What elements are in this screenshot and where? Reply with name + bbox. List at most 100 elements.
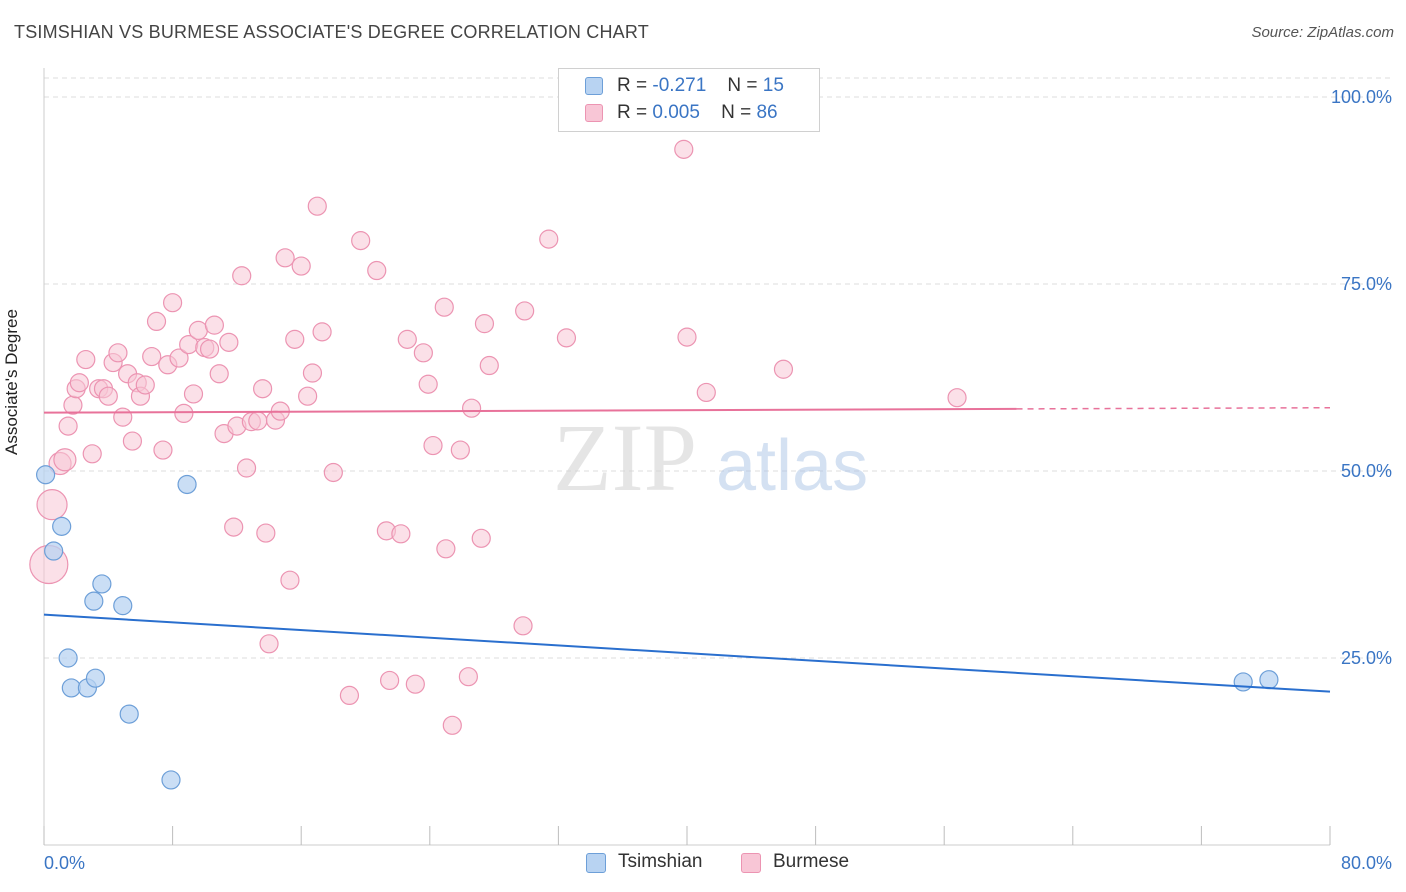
tsimshian-point [1233,672,1253,692]
burmese-point [696,382,716,403]
tsimshian-point [61,678,81,698]
burmese-point [122,431,143,451]
burmese-point [461,398,482,418]
burmese-point [58,416,78,436]
burmese-point [224,517,244,537]
legend-r-label: R = [617,75,648,96]
y-tick-label: 25.0% [1341,648,1392,668]
tick-labels: 100.0% 75.0% 50.0% 25.0% 0.0% 80.0% [44,87,1392,873]
burmese-point [199,339,220,359]
burmese-point [248,411,268,431]
burmese-point [142,346,162,367]
axes [43,68,1331,846]
burmese-point [351,231,371,251]
burmese-point [291,256,311,276]
burmese-point [53,448,77,472]
burmese-point [323,462,343,483]
burmese-points [29,139,967,735]
burmese-point [474,314,495,334]
burmese-point [253,379,273,399]
x-tick-label: 0.0% [44,853,85,873]
burmese-point [339,685,360,706]
legend-r-value: 0.005 [652,102,700,123]
burmese-point [275,248,295,268]
burmese-point [153,440,173,460]
burmese-point [183,384,204,404]
grid-lines [44,77,1392,659]
burmese-point [367,260,387,281]
legend-label-tsimshian: Tsimshian [618,851,703,872]
burmese-point [677,327,697,347]
burmese-point [36,489,68,521]
legend: R = -0.271 N = 15 R = 0.005 N = 86 [558,68,820,132]
chart-source: Source: ZipAtlas.com [1251,24,1394,41]
burmese-point [69,373,89,393]
burmese-point [188,320,208,340]
burmese-point [280,570,300,590]
burmese-point [442,715,462,735]
y-axis-label: Associate's Degree [2,309,21,455]
burmese-point [232,266,252,286]
burmese-point [302,363,323,383]
burmese-point [307,196,327,216]
legend-swatch-tsimshian [585,77,603,95]
burmese-point [471,528,491,548]
x-tick-label: 80.0% [1341,853,1392,873]
tsimshian-point [177,474,197,495]
burmese-point [405,674,425,694]
burmese-point [146,311,167,331]
burmese-point [108,343,128,363]
watermark-zip: ZIP [553,404,697,511]
legend-n-value: 86 [756,102,778,123]
legend-swatch-tsimshian [586,853,606,873]
burmese-point [135,375,155,395]
burmese-point [436,539,456,559]
burmese-point [163,293,183,313]
burmese-point [556,328,577,348]
legend-swatch-burmese [585,104,603,122]
burmese-trend-line [43,407,1017,414]
tsimshian-point [58,648,78,668]
burmese-point [174,403,194,424]
burmese-point [219,332,239,352]
burmese-point [397,329,417,349]
burmese-point [312,322,332,342]
burmese-point [236,458,257,478]
burmese-point [204,315,224,335]
y-tick-label: 50.0% [1341,461,1392,481]
burmese-point [450,440,470,460]
burmese-point [169,348,189,368]
burmese-point [773,359,794,379]
burmese-point [63,395,83,415]
tsimshian-point [92,574,112,594]
y-tick-label: 75.0% [1341,274,1392,294]
watermark-atlas: atlas [716,426,868,506]
burmese-point [256,523,276,543]
burmese-point [513,616,533,636]
burmese-point [98,386,118,406]
legend-r-label: R = [617,102,648,123]
burmese-point [947,388,967,408]
watermark: ZIP atlas [553,404,868,511]
tsimshian-point [84,591,104,611]
chart-title: TSIMSHIAN VS BURMESE ASSOCIATE'S DEGREE … [14,22,649,42]
legend-n-value: 15 [762,75,784,96]
burmese-point [76,349,96,370]
tsimshian-point [119,704,139,724]
burmese-point [434,297,454,317]
tsimshian-point [113,596,133,616]
burmese-point [391,524,411,544]
burmese-point [418,374,438,394]
burmese-point [113,407,133,427]
legend-n-label: N = [727,75,758,96]
tsimshian-points [36,465,1279,790]
legend-swatch-burmese [741,853,761,873]
legend-n-label: N = [721,102,752,123]
burmese-point [285,329,305,349]
y-tick-label: 100.0% [1331,87,1392,107]
burmese-point [380,670,400,691]
burmese-trend-extension [1016,406,1331,410]
tsimshian-point [161,770,181,790]
legend-label-burmese: Burmese [773,851,850,872]
